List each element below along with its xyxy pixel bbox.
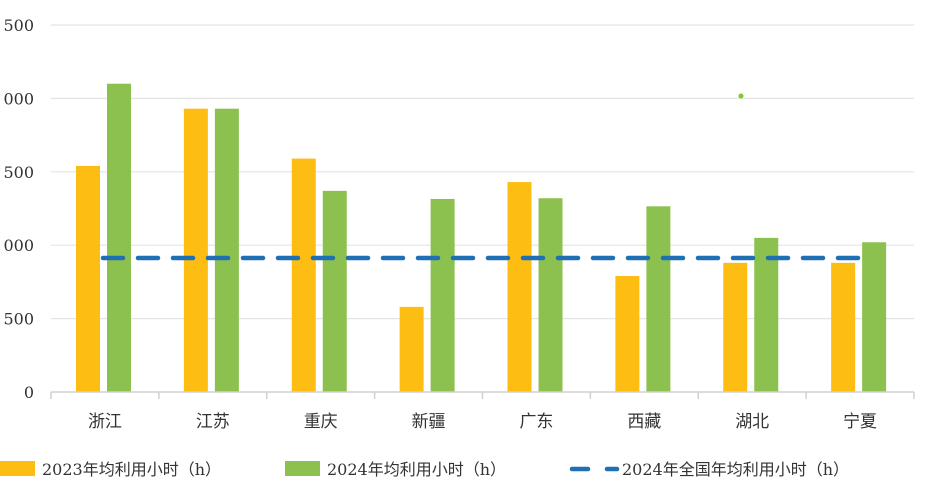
bar-2023 [615,276,640,392]
legend-label-2024: 2024年均利用小时（h） [327,460,506,479]
bar-2024 [214,108,239,393]
x-category-label: 江苏 [196,412,230,432]
x-category-label: 湖北 [735,412,769,432]
bar-2024 [754,237,779,392]
x-category-label: 重庆 [304,412,338,432]
y-tick-label: 500 [3,310,34,329]
bar-2023 [399,306,424,392]
bar-2024 [862,242,887,392]
stray-dot [738,93,744,99]
legend: 2023年均利用小时（h） 2024年均利用小时（h） 2024年全国年均利用小时（… [0,460,849,479]
bar-2024 [538,198,563,392]
bar-2023 [507,182,532,392]
bar-2023 [723,262,748,392]
bar-2023 [831,262,856,392]
legend-label-2023: 2023年均利用小时（h） [42,460,221,479]
bar-2023 [76,165,100,392]
x-category-label: 浙江 [88,412,122,432]
bar-2024 [322,190,347,392]
legend-label-national-avg: 2024年全国年均利用小时（h） [622,460,849,479]
x-category-label: 宁夏 [843,412,877,432]
legend-swatch-2024 [285,461,320,476]
bar-2024 [430,198,455,392]
legend-swatch-2023 [0,461,35,476]
y-tick-label: 500 [3,163,34,182]
x-category-label: 新疆 [412,412,446,432]
y-tick-label: 0 [24,383,34,402]
bar-2024 [107,83,131,392]
y-axis-labels: 0 500 000 500 000 500 [3,16,34,402]
gridlines [51,24,914,320]
bar-2024 [646,206,671,392]
bars [76,83,887,393]
x-category-label: 广东 [519,412,553,432]
bar-2023 [183,108,208,393]
x-axis: 浙江 江苏 重庆 新疆 广东 西藏 湖北 宁夏 [50,391,915,432]
bar-2023 [291,158,316,392]
y-tick-label: 000 [3,89,34,108]
x-category-label: 西藏 [627,412,661,432]
y-tick-label: 000 [3,236,34,255]
y-tick-label: 500 [3,16,34,35]
